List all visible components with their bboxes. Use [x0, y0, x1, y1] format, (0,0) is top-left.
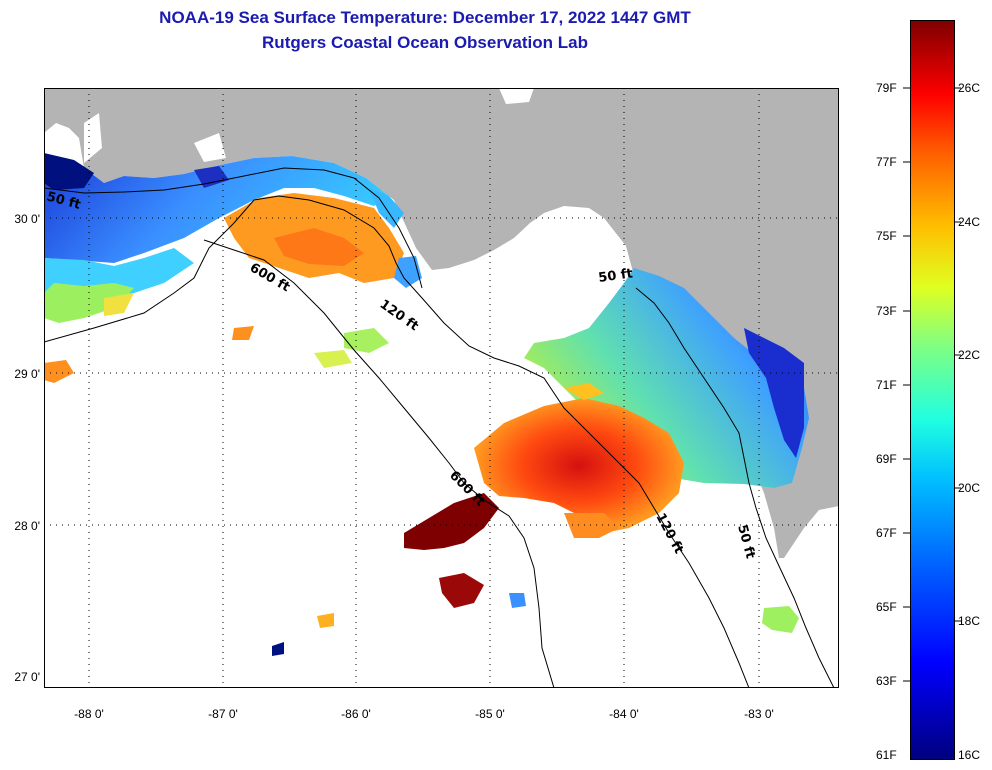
colorbar-f-label: 75F	[876, 229, 897, 243]
graticule	[44, 88, 839, 688]
lon-label: -88 0'	[74, 707, 104, 721]
colorbar-f-label: 61F	[876, 748, 897, 762]
colorbar-c-label: 18C	[958, 614, 981, 628]
lat-label: 28 0'	[14, 519, 40, 533]
sst-map: 50 ft 600 ft 120 ft 600 ft 50 ft 120 ft …	[44, 88, 839, 688]
colorbar-f-label: 77F	[876, 155, 897, 169]
colorbar-f-label: 67F	[876, 526, 897, 540]
map-frame	[44, 88, 839, 688]
eastern-cold-shelf	[524, 268, 809, 488]
land-north	[44, 88, 839, 558]
colorbar-c-label: 22C	[958, 348, 981, 362]
colorbar-c-label: 20C	[958, 481, 981, 495]
lon-label: -83 0'	[744, 707, 774, 721]
map-title: NOAA-19 Sea Surface Temperature: Decembe…	[159, 8, 691, 27]
colorbar-c-label: 26C	[958, 81, 981, 95]
colorbar-f-label: 73F	[876, 304, 897, 318]
colorbar-c-label: 16C	[958, 748, 981, 762]
colorbar-f-label: 63F	[876, 674, 897, 688]
coastal-cold-band	[44, 156, 389, 263]
map-subtitle: Rutgers Coastal Ocean Observation Lab	[262, 33, 588, 52]
colorbar-f-label: 79F	[876, 81, 897, 95]
lon-label: -85 0'	[475, 707, 505, 721]
lat-label: 27 0'	[14, 670, 40, 684]
temperature-colorbar	[910, 20, 955, 760]
depth-contours	[44, 167, 835, 688]
colorbar-f-label: 65F	[876, 600, 897, 614]
colorbar-f-label: 71F	[876, 378, 897, 392]
lon-label: -87 0'	[208, 707, 238, 721]
colorbar-c-label: 24C	[958, 215, 981, 229]
lat-label: 30 0'	[14, 212, 40, 226]
warm-eddy	[474, 398, 684, 533]
colorbar-f-label: 69F	[876, 452, 897, 466]
lat-label: 29 0'	[14, 367, 40, 381]
lon-label: -86 0'	[341, 707, 371, 721]
contour-label: 50 ft	[597, 266, 633, 286]
lon-label: -84 0'	[609, 707, 639, 721]
